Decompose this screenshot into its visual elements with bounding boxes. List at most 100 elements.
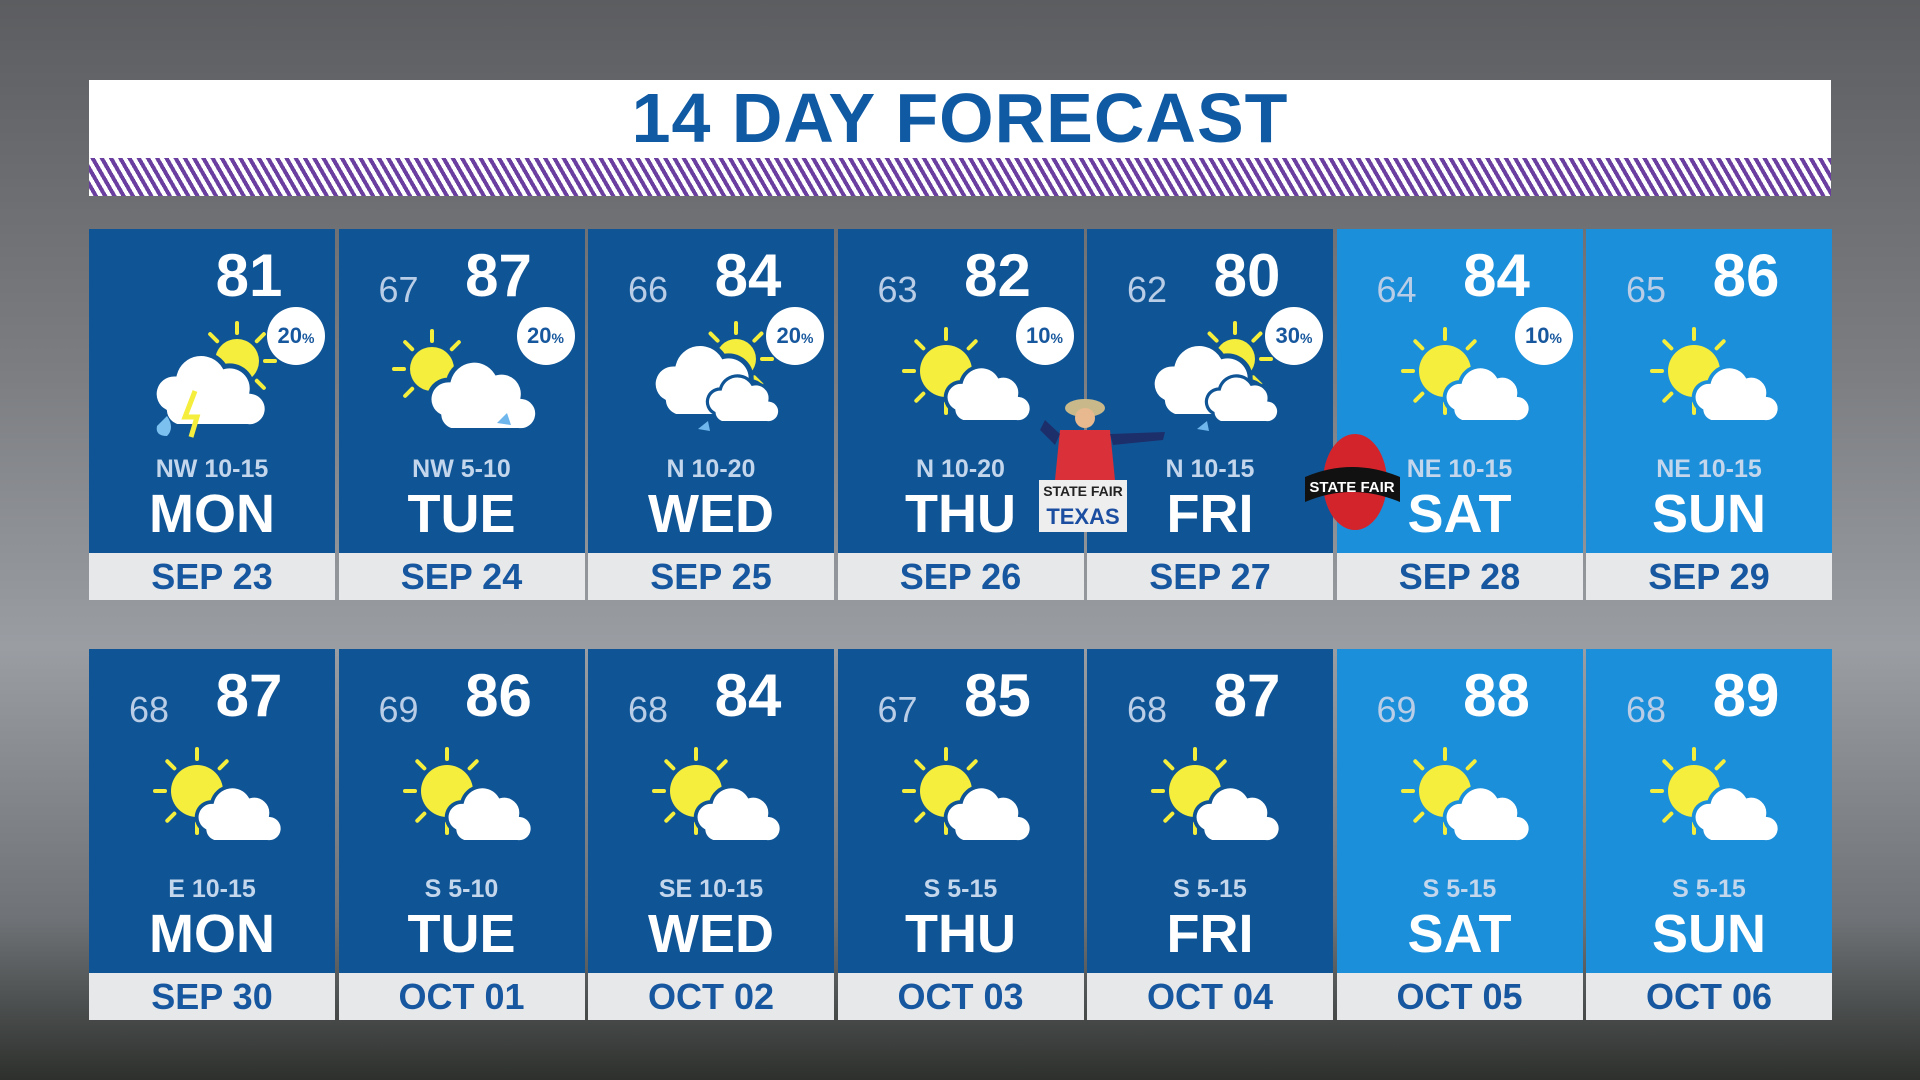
low-temp: 69	[1376, 689, 1417, 730]
high-temp: 89	[1712, 662, 1780, 729]
day-name: SUN	[1651, 484, 1766, 544]
low-temp: 68	[627, 689, 669, 730]
page-title: 14 DAY FORECAST	[631, 80, 1289, 157]
wind: S 5-15	[1173, 875, 1247, 903]
low-temp: 68	[128, 689, 170, 730]
forecast-day-card: 65 86 NE 10-15 SUN SEP 29	[1586, 229, 1832, 600]
day-panel: 69 88 S 5-15 SAT	[1336, 649, 1583, 973]
day-panel: 68 87 S 5-15 FRI	[1087, 649, 1333, 973]
low-temp: 65	[1625, 269, 1667, 310]
high-temp: 87	[215, 662, 283, 729]
partly-cloudy-icon	[652, 747, 784, 844]
day-name: THU	[905, 904, 1016, 964]
forecast-day-card: 67 85 S 5-15 THU OCT 03	[837, 649, 1084, 1020]
forecast-day-card: 66 84 20% N 10-20 WED SEP 25	[588, 229, 834, 600]
precip-chance: 10	[1026, 323, 1051, 348]
forecast-day-card: 68 87 E 10-15 MON SEP 30	[89, 649, 335, 1020]
date-label: OCT 06	[1586, 973, 1832, 1020]
forecast-day-card: 67 87 20% NW 5-10 TUE SEP 24	[338, 229, 585, 600]
wind: E 10-15	[168, 875, 256, 903]
forecast-day-card: 81 20% NW 10-15 MON SEP 23	[89, 229, 335, 600]
title-banner: 14 DAY FORECAST	[89, 80, 1831, 196]
date-label: SEP 26	[837, 553, 1084, 600]
forecast-day-card: 68 87 S 5-15 FRI OCT 04	[1087, 649, 1333, 1020]
date-label: SEP 28	[1336, 553, 1583, 600]
wind: NE 10-15	[1656, 455, 1762, 483]
precip-chance: 10	[1525, 323, 1550, 348]
date-label: SEP 24	[338, 553, 585, 600]
high-temp: 87	[465, 242, 532, 309]
date-label: OCT 05	[1336, 973, 1583, 1020]
day-name: MON	[149, 904, 275, 964]
day-name: SAT	[1407, 904, 1512, 964]
high-temp: 86	[465, 662, 532, 729]
wind: S 5-10	[424, 875, 499, 903]
wind: N 10-15	[1165, 455, 1255, 483]
forecast-day-card: 68 89 S 5-15 SUN OCT 06	[1586, 649, 1832, 1020]
date-label: SEP 30	[89, 973, 335, 1020]
day-panel: 66 84 20% N 10-20 WED	[588, 229, 834, 553]
partly-cloudy-icon	[1650, 327, 1782, 424]
high-temp: 88	[1463, 662, 1530, 729]
svg-text:STATE FAIR: STATE FAIR	[1309, 479, 1394, 496]
wind: S 5-15	[923, 875, 998, 903]
day-panel: 81 20% NW 10-15 MON	[89, 229, 335, 553]
day-name: WED	[648, 904, 774, 964]
svg-text:TEXAS: TEXAS	[1046, 504, 1119, 529]
low-temp: 68	[1126, 689, 1168, 730]
day-name: FRI	[1166, 904, 1254, 964]
big-tex-logo: STATE FAIR TEXAS	[1039, 399, 1165, 532]
wind: NW 10-15	[155, 455, 269, 483]
forecast-day-card: 64 84 10% NE 10-15 SAT SEP 28	[1336, 229, 1583, 600]
precip-chance: 20	[776, 323, 802, 348]
date-label: SEP 27	[1087, 553, 1333, 600]
day-panel: 69 86 S 5-10 TUE	[338, 649, 585, 973]
precip-chance-badge: 30%	[1265, 307, 1323, 365]
stripe-decoration	[89, 158, 1831, 196]
low-temp: 68	[1625, 689, 1667, 730]
forecast-day-card: 69 88 S 5-15 SAT OCT 05	[1336, 649, 1583, 1020]
day-name: THU	[905, 484, 1016, 544]
low-temp: 67	[877, 689, 918, 730]
date-label: OCT 04	[1087, 973, 1333, 1020]
day-name: MON	[149, 484, 275, 544]
high-temp: 82	[964, 242, 1031, 309]
high-temp: 84	[714, 242, 782, 309]
storm-icon	[151, 321, 277, 438]
low-temp: 67	[378, 269, 419, 310]
forecast-day-card: 69 86 S 5-10 TUE OCT 01	[338, 649, 585, 1020]
partly-cloudy-icon	[1650, 747, 1782, 844]
wind: N 10-20	[916, 455, 1005, 483]
high-temp: 84	[1463, 242, 1530, 309]
precip-chance-badge: 20%	[267, 307, 325, 365]
wind: NE 10-15	[1406, 455, 1513, 483]
high-temp: 84	[714, 662, 782, 729]
day-name: WED	[648, 484, 774, 544]
date-label: SEP 23	[89, 553, 335, 600]
wind: S 5-15	[1422, 875, 1497, 903]
date-label: SEP 25	[588, 553, 834, 600]
partly-cloudy-icon	[402, 747, 534, 844]
high-temp: 87	[1213, 662, 1281, 729]
high-temp: 85	[964, 662, 1031, 729]
precip-chance: 20	[527, 323, 552, 348]
day-panel: 68 89 S 5-15 SUN	[1586, 649, 1832, 973]
svg-text:STATE FAIR: STATE FAIR	[1043, 483, 1123, 499]
day-panel: 67 87 20% NW 5-10 TUE	[338, 229, 585, 553]
date-label: OCT 02	[588, 973, 834, 1020]
precip-chance: 20	[277, 323, 303, 348]
date-label: OCT 03	[837, 973, 1084, 1020]
partly-cloudy-icon	[153, 747, 285, 844]
date-label: OCT 01	[338, 973, 585, 1020]
partly-cloudy-icon	[1151, 747, 1283, 844]
date-label: SEP 29	[1586, 553, 1832, 600]
wind: S 5-15	[1672, 875, 1746, 903]
precip-chance-badge: 20%	[766, 307, 824, 365]
precip-chance: 30	[1275, 323, 1301, 348]
forecast-day-card: 63 82 10% N 10-20 THU SEP 26	[837, 229, 1084, 600]
partly-cloudy-icon	[1400, 747, 1532, 844]
low-temp: 63	[877, 269, 918, 310]
forecast-day-card: 68 84 SE 10-15 WED OCT 02	[588, 649, 834, 1020]
day-name: TUE	[407, 484, 516, 544]
partly-cloudy-icon	[901, 327, 1033, 424]
